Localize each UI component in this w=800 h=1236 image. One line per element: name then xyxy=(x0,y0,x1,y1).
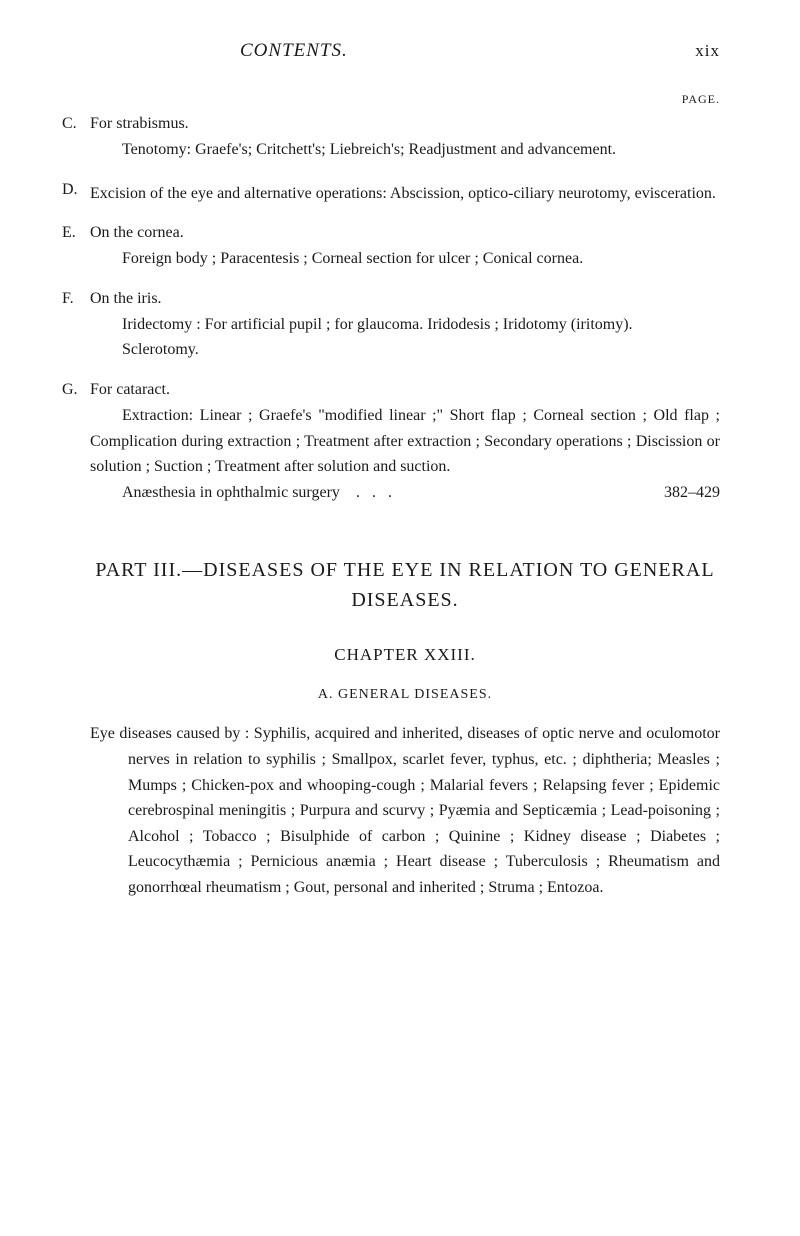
section-letter: D. xyxy=(62,181,78,199)
section-c: C. For strabismus. Tenotomy: Graefe's; C… xyxy=(90,115,720,163)
eye-diseases-text: Eye diseases caused by : Syphilis, acqui… xyxy=(90,721,720,900)
page-ref: 382–429 xyxy=(664,484,720,502)
header-row: CONTENTS. xix xyxy=(90,40,720,62)
section-e: E. On the cornea. Foreign body ; Paracen… xyxy=(90,224,720,272)
section-heading: On the iris. xyxy=(90,290,720,308)
chapter-heading: CHAPTER XXIII. xyxy=(90,645,720,665)
page-number: xix xyxy=(695,41,720,61)
dots: . . . xyxy=(344,484,392,501)
page-label: PAGE. xyxy=(90,92,720,107)
section-body: Iridectomy : For artificial pupil ; for … xyxy=(90,312,720,338)
section-heading: For strabismus. xyxy=(90,115,720,133)
section-body: Excision of the eye and alternative oper… xyxy=(90,181,720,207)
section-heading: For cataract. xyxy=(90,381,720,399)
section-body: Foreign body ; Paracentesis ; Corneal se… xyxy=(90,246,720,272)
section-last-line: Anæsthesia in ophthalmic surgery . . . xyxy=(90,480,392,506)
section-g: G. For cataract. Extraction: Linear ; Gr… xyxy=(90,381,720,505)
subsection-heading: A. GENERAL DISEASES. xyxy=(90,687,720,703)
part-heading: PART III.—DISEASES OF THE EYE IN RELATIO… xyxy=(90,555,720,615)
section-letter: E. xyxy=(62,224,76,242)
last-line-text: Anæsthesia in ophthalmic surgery xyxy=(122,484,340,501)
section-letter: C. xyxy=(62,115,77,133)
section-letter: F. xyxy=(62,290,74,308)
header-title: CONTENTS. xyxy=(240,40,348,62)
section-heading: On the cornea. xyxy=(90,224,720,242)
section-body: Tenotomy: Graefe's; Critchett's; Liebrei… xyxy=(90,137,720,163)
section-d: D. Excision of the eye and alternative o… xyxy=(90,181,720,207)
section-extra: Sclerotomy. xyxy=(90,337,720,363)
section-f: F. On the iris. Iridectomy : For artific… xyxy=(90,290,720,363)
section-body: Extraction: Linear ; Graefe's "modified … xyxy=(90,403,720,480)
section-letter: G. xyxy=(62,381,78,399)
section-page-row: Anæsthesia in ophthalmic surgery . . . 3… xyxy=(90,480,720,506)
